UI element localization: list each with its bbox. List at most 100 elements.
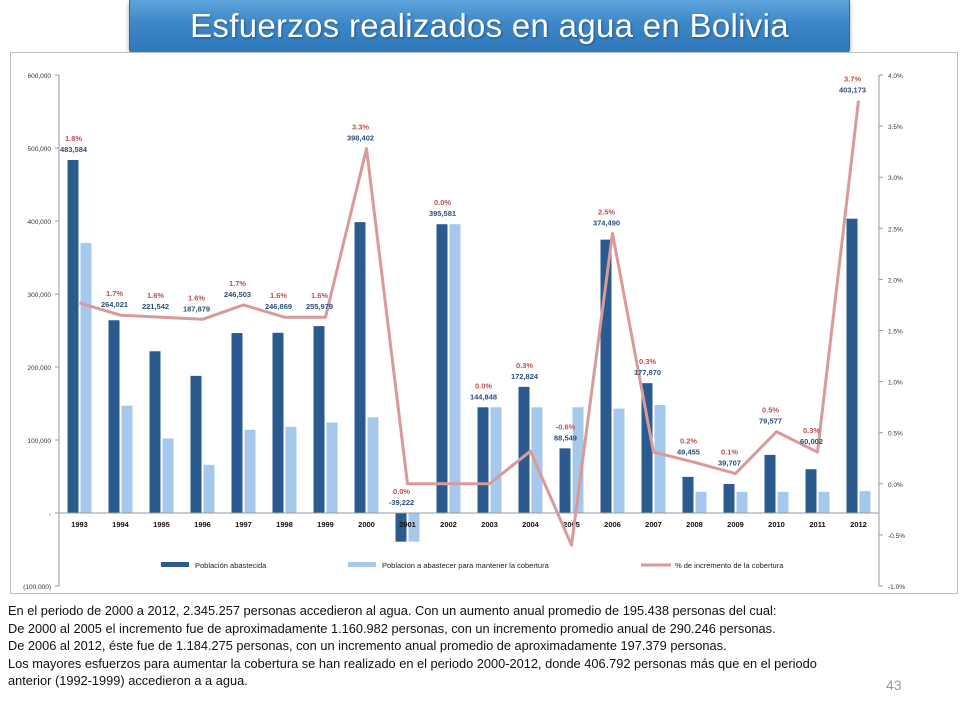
y2-tick-label: 3.0%: [888, 175, 903, 182]
y2-tick-label: 2.0%: [888, 277, 903, 284]
x-tick-label: 1996: [194, 520, 211, 529]
bar-poblacion-abastecida: [67, 159, 79, 513]
data-label-percent: -0.6%: [556, 422, 576, 431]
data-label-percent: 0.5%: [762, 406, 779, 415]
data-label-percent: 2.5%: [598, 207, 615, 216]
y-tick-label: -: [49, 511, 51, 518]
bar-poblacion-abastecida: [723, 484, 735, 513]
x-tick-label: 1995: [153, 520, 170, 529]
data-label-value: 374,490: [593, 218, 620, 227]
x-tick-label: 1998: [276, 520, 293, 529]
y-tick-label: 200,000: [28, 365, 52, 372]
legend-label: % de incremento de la cobertura: [675, 561, 784, 570]
data-label-percent: 0.3%: [639, 357, 656, 366]
data-label-value: 246,869: [265, 302, 292, 311]
data-label-percent: 1.6%: [311, 291, 328, 300]
legend-label: Población abastecida: [195, 561, 267, 570]
slide-title: Esfuerzos realizados en agua en Bolivia: [190, 7, 789, 44]
combo-chart: 600,000 500,000 400,000 300,000 200,000 100,0…: [23, 73, 905, 591]
description-line: En el periodo de 2000 a 2012, 2.345.257 …: [8, 603, 777, 618]
data-label-value: 187,879: [183, 304, 210, 313]
y2-tick-label: 0.5%: [888, 431, 903, 438]
y2-tick-label: -1.0%: [888, 584, 905, 591]
x-tick-label: 1997: [235, 520, 252, 529]
data-label-percent: 0.0%: [393, 487, 410, 496]
data-label-percent: 0.0%: [475, 381, 492, 390]
data-label-value: 60,002: [800, 437, 823, 446]
bar-poblacion-abastecida: [846, 218, 858, 513]
x-tick-label: 2002: [440, 520, 457, 529]
x-tick-label: 2000: [358, 520, 375, 529]
data-label-percent: 1.6%: [188, 293, 205, 302]
line-incremento-cobertura: [79, 100, 860, 547]
x-tick-label: 2004: [522, 520, 540, 529]
chart-frame: 600,000 500,000 400,000 300,000 200,000 100,0…: [10, 52, 958, 594]
bar-poblacion-a-abastecer: [654, 404, 666, 513]
x-tick-label: 2006: [604, 520, 621, 529]
bar-poblacion-abastecida: [764, 454, 776, 513]
data-label-percent: 0.2%: [680, 436, 697, 445]
bar-poblacion-a-abastecer: [449, 224, 461, 513]
bar-poblacion-a-abastecer: [203, 464, 215, 513]
bar-poblacion-abastecida: [559, 448, 571, 513]
data-label-percent: 0.3%: [516, 361, 533, 370]
x-tick-label: 2012: [850, 520, 867, 529]
y-tick-label: 400,000: [28, 219, 52, 226]
data-label-value: 49,455: [677, 447, 700, 456]
y2-tick-label: 4.0%: [888, 73, 903, 80]
data-label-percent: 1.7%: [106, 289, 123, 298]
data-label-value: 403,173: [839, 86, 866, 95]
data-label-percent: 1.8%: [65, 134, 82, 143]
bar-poblacion-a-abastecer: [80, 242, 92, 513]
bar-poblacion-a-abastecer: [777, 491, 789, 513]
bar-poblacion-abastecida: [436, 224, 448, 513]
x-tick-label: 2001: [399, 520, 416, 529]
y-tick-label: 100,000: [28, 438, 52, 445]
y2-tick-label: -0.5%: [888, 533, 905, 540]
bar-poblacion-a-abastecer: [408, 513, 420, 542]
bar-poblacion-a-abastecer: [367, 417, 379, 513]
bar-poblacion-a-abastecer: [736, 491, 748, 513]
data-label-percent: 3.7%: [844, 75, 861, 84]
y-tick-label: 500,000: [28, 146, 52, 153]
data-label-value: 246,503: [224, 290, 251, 299]
bar-poblacion-abastecida: [518, 386, 530, 513]
bar-poblacion-a-abastecer: [572, 407, 584, 513]
data-label-percent: 3.3%: [352, 123, 369, 132]
data-label-value: 264,021: [101, 300, 128, 309]
x-tick-label: 2008: [686, 520, 703, 529]
bar-poblacion-abastecida: [313, 326, 325, 513]
bar-poblacion-abastecida: [805, 469, 817, 513]
y-tick-label: 600,000: [28, 73, 52, 80]
x-tick-label: 2005: [563, 520, 580, 529]
legend-label: Poblacion a abastecer para mantener la c…: [382, 561, 550, 570]
y2-tick-label: 1.0%: [888, 380, 903, 387]
legend-swatch-poblacion-abastecida: [161, 562, 189, 567]
data-label-value: 172,824: [511, 372, 539, 381]
data-label-percent: 0.3%: [803, 426, 820, 435]
bar-poblacion-abastecida: [395, 513, 407, 542]
data-label-percent: 0.0%: [434, 198, 451, 207]
x-tick-label: 1993: [71, 520, 88, 529]
bar-poblacion-abastecida: [641, 383, 653, 513]
description-line: De 2000 al 2005 el incremento fue de apr…: [8, 620, 776, 636]
title-banner: Esfuerzos realizados en agua en Bolivia: [129, 0, 850, 53]
y-tick-label: 300,000: [28, 292, 52, 299]
bar-poblacion-abastecida: [108, 320, 120, 513]
x-tick-label: 2010: [768, 520, 785, 529]
data-label-percent: 1.6%: [270, 291, 287, 300]
data-label-value: 88,549: [554, 433, 577, 442]
data-label-value: 255,979: [306, 302, 333, 311]
x-tick-label: 2011: [809, 520, 825, 529]
description-line: anterior (1992-1999) accedieron a a agua…: [8, 673, 248, 689]
data-label-value: 483,584: [60, 145, 88, 154]
data-label-percent: 0.1%: [721, 448, 738, 457]
y2-tick-label: 3.5%: [888, 124, 903, 131]
data-label-value: 395,581: [429, 209, 456, 218]
bar-poblacion-a-abastecer: [490, 407, 502, 513]
description-paragraph: En el periodo de 2000 a 2012, 2.345.257 …: [8, 602, 938, 690]
x-tick-label: 2003: [481, 520, 498, 529]
x-tick-label: 1994: [112, 520, 130, 529]
data-label-value: 398,402: [347, 134, 374, 143]
bar-poblacion-a-abastecer: [531, 407, 543, 513]
